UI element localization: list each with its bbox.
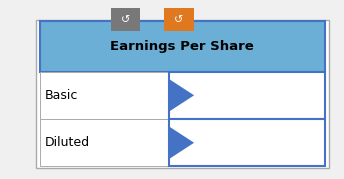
Polygon shape: [169, 126, 194, 159]
Bar: [169, 72, 325, 119]
Bar: [40, 119, 169, 166]
Text: ↺: ↺: [121, 15, 130, 25]
Bar: [111, 8, 140, 31]
Bar: [164, 8, 193, 31]
Text: Diluted: Diluted: [45, 136, 90, 149]
Polygon shape: [169, 79, 194, 112]
Bar: [169, 119, 325, 166]
Text: Basic: Basic: [45, 89, 78, 102]
Bar: [40, 21, 325, 72]
Bar: [36, 20, 329, 168]
Bar: [40, 72, 169, 119]
Text: Earnings Per Share: Earnings Per Share: [110, 40, 254, 53]
Text: ↺: ↺: [174, 15, 184, 25]
